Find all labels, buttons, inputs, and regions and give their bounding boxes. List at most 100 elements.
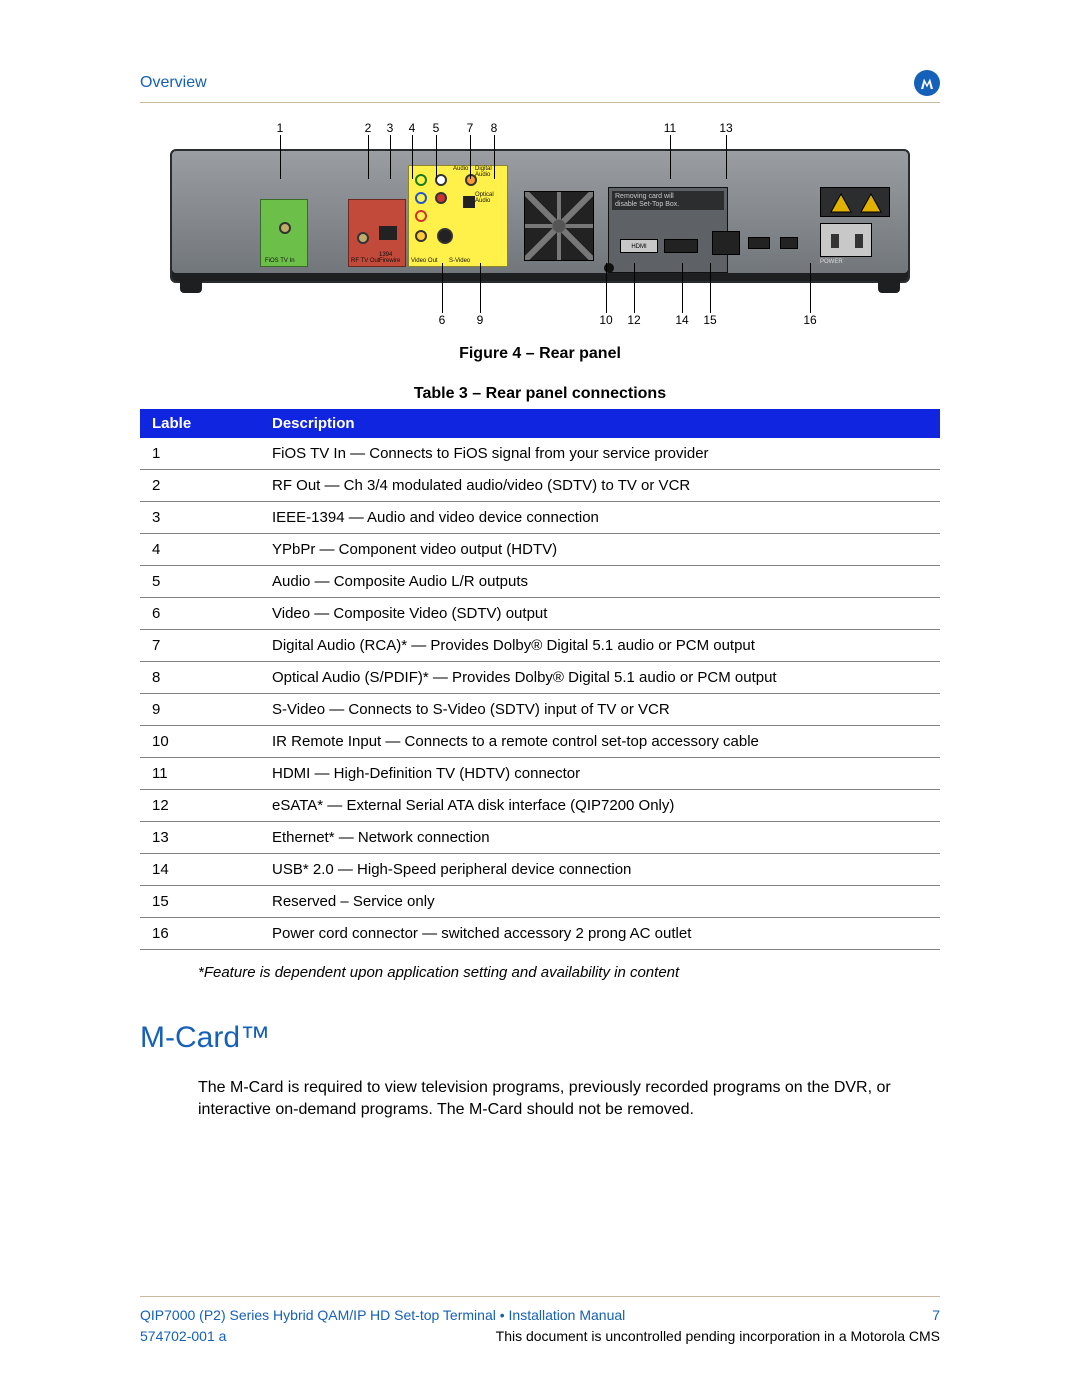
footer-doc-number: 574702-001 a (140, 1326, 226, 1347)
cell-label: 9 (140, 694, 260, 726)
callout-number: 13 (719, 121, 732, 135)
cell-label: 2 (140, 470, 260, 502)
cell-description: Ethernet* — Network connection (260, 822, 940, 854)
table-row: 10IR Remote Input — Connects to a remote… (140, 726, 940, 758)
port-label: Optical Audio (475, 192, 494, 204)
callout-number: 11 (664, 121, 676, 135)
callout-leader (368, 135, 369, 179)
page-header: Overview (140, 70, 940, 103)
callout-leader (280, 135, 281, 179)
region-rfout: RF TV Out 1394 Firewire (348, 199, 406, 267)
table-row: 8Optical Audio (S/PDIF)* — Provides Dolb… (140, 662, 940, 694)
cell-label: 8 (140, 662, 260, 694)
table-row: 12eSATA* — External Serial ATA disk inte… (140, 790, 940, 822)
cell-description: Digital Audio (RCA)* — Provides Dolby® D… (260, 630, 940, 662)
callout-leader (494, 135, 495, 179)
chassis-foot (180, 281, 202, 293)
port-label: S-Video (449, 258, 470, 264)
cell-description: Power cord connector — switched accessor… (260, 918, 940, 950)
port-label: 1394 Firewire (379, 252, 400, 264)
cell-description: IEEE-1394 — Audio and video device conne… (260, 502, 940, 534)
cell-label: 15 (140, 886, 260, 918)
cell-description: IR Remote Input — Connects to a remote c… (260, 726, 940, 758)
firewire-port-icon (379, 226, 397, 240)
table-row: 11HDMI — High-Definition TV (HDTV) conne… (140, 758, 940, 790)
callout-number: 5 (433, 121, 440, 135)
cell-description: Optical Audio (S/PDIF)* — Provides Dolby… (260, 662, 940, 694)
coax-port-icon (357, 232, 369, 244)
table-row: 14USB* 2.0 — High-Speed peripheral devic… (140, 854, 940, 886)
port-label: Audio (453, 166, 468, 172)
connections-table: Lable Description 1FiOS TV In — Connects… (140, 409, 940, 950)
cell-label: 12 (140, 790, 260, 822)
cell-description: USB* 2.0 — High-Speed peripheral device … (260, 854, 940, 886)
fan-icon (524, 191, 594, 261)
table-row: 7Digital Audio (RCA)* — Provides Dolby® … (140, 630, 940, 662)
table-header-row: Lable Description (140, 409, 940, 438)
table-row: 1FiOS TV In — Connects to FiOS signal fr… (140, 438, 940, 470)
footer-cms-notice: This document is uncontrolled pending in… (496, 1326, 940, 1347)
prong-icon (831, 234, 839, 248)
callout-number: 16 (803, 313, 816, 327)
rear-panel-diagram: 12345781113 FiOS TV In RF TV Out 1394 Fi… (170, 121, 910, 331)
diagram-top-callouts: 12345781113 (170, 121, 910, 139)
cell-description: RF Out — Ch 3/4 modulated audio/video (S… (260, 470, 940, 502)
table-row: 9S-Video — Connects to S-Video (SDTV) in… (140, 694, 940, 726)
svideo-port-icon (437, 228, 453, 244)
callout-leader (480, 263, 481, 313)
table-footnote: *Feature is dependent upon application s… (140, 964, 940, 981)
region-av: Audio Digital Audio Optical Audio Video … (408, 165, 508, 267)
region-fios: FiOS TV In (260, 199, 308, 267)
port-label: Video Out (411, 258, 438, 264)
col-header-label: Lable (140, 409, 260, 438)
rca-port-icon (415, 210, 427, 222)
cell-label: 1 (140, 438, 260, 470)
motorola-logo-icon (914, 70, 940, 96)
hdmi-port-icon: HDMI (620, 239, 658, 253)
ethernet-port-icon (712, 231, 740, 255)
callout-number: 14 (675, 313, 688, 327)
cell-description: Reserved – Service only (260, 886, 940, 918)
col-header-description: Description (260, 409, 940, 438)
cell-label: 16 (140, 918, 260, 950)
callout-number: 6 (439, 313, 446, 327)
callout-number: 10 (599, 313, 612, 327)
table-row: 4YPbPr — Component video output (HDTV) (140, 534, 940, 566)
breadcrumb: Overview (140, 74, 207, 92)
prong-icon (855, 234, 863, 248)
callout-leader (726, 135, 727, 179)
reserved-port-icon (780, 237, 798, 249)
page-footer: QIP7000 (P2) Series Hybrid QAM/IP HD Set… (140, 1296, 940, 1347)
callout-number: 3 (387, 121, 394, 135)
port-label: RF TV Out (351, 258, 380, 264)
footer-page-number: 7 (932, 1305, 940, 1326)
callout-number: 2 (365, 121, 372, 135)
callout-number: 4 (409, 121, 416, 135)
table-body: 1FiOS TV In — Connects to FiOS signal fr… (140, 438, 940, 950)
callout-leader (682, 263, 683, 313)
cell-label: 14 (140, 854, 260, 886)
cell-label: 11 (140, 758, 260, 790)
optical-port-icon (463, 196, 475, 208)
table-row: 16Power cord connector — switched access… (140, 918, 940, 950)
chassis: FiOS TV In RF TV Out 1394 Firewire Audio… (170, 149, 910, 283)
cell-label: 7 (140, 630, 260, 662)
rca-port-icon (415, 230, 427, 242)
callout-leader (634, 263, 635, 313)
callout-number: 1 (277, 121, 284, 135)
section-heading-mcard: M-Card™ (140, 1021, 940, 1055)
callout-number: 15 (703, 313, 716, 327)
table-row: 2RF Out — Ch 3/4 modulated audio/video (… (140, 470, 940, 502)
callout-leader (436, 135, 437, 179)
table-row: 5Audio — Composite Audio L/R outputs (140, 566, 940, 598)
port-label: Digital Audio (475, 166, 507, 178)
rca-port-icon (415, 192, 427, 204)
cell-label: 6 (140, 598, 260, 630)
cell-label: 5 (140, 566, 260, 598)
cell-label: 10 (140, 726, 260, 758)
mcard-warning-label: Removing card will disable Set-Top Box. (612, 191, 724, 210)
coax-port-icon (279, 222, 291, 234)
callout-leader (810, 263, 811, 313)
power-inlet-icon (820, 223, 872, 257)
chassis-foot (878, 281, 900, 293)
